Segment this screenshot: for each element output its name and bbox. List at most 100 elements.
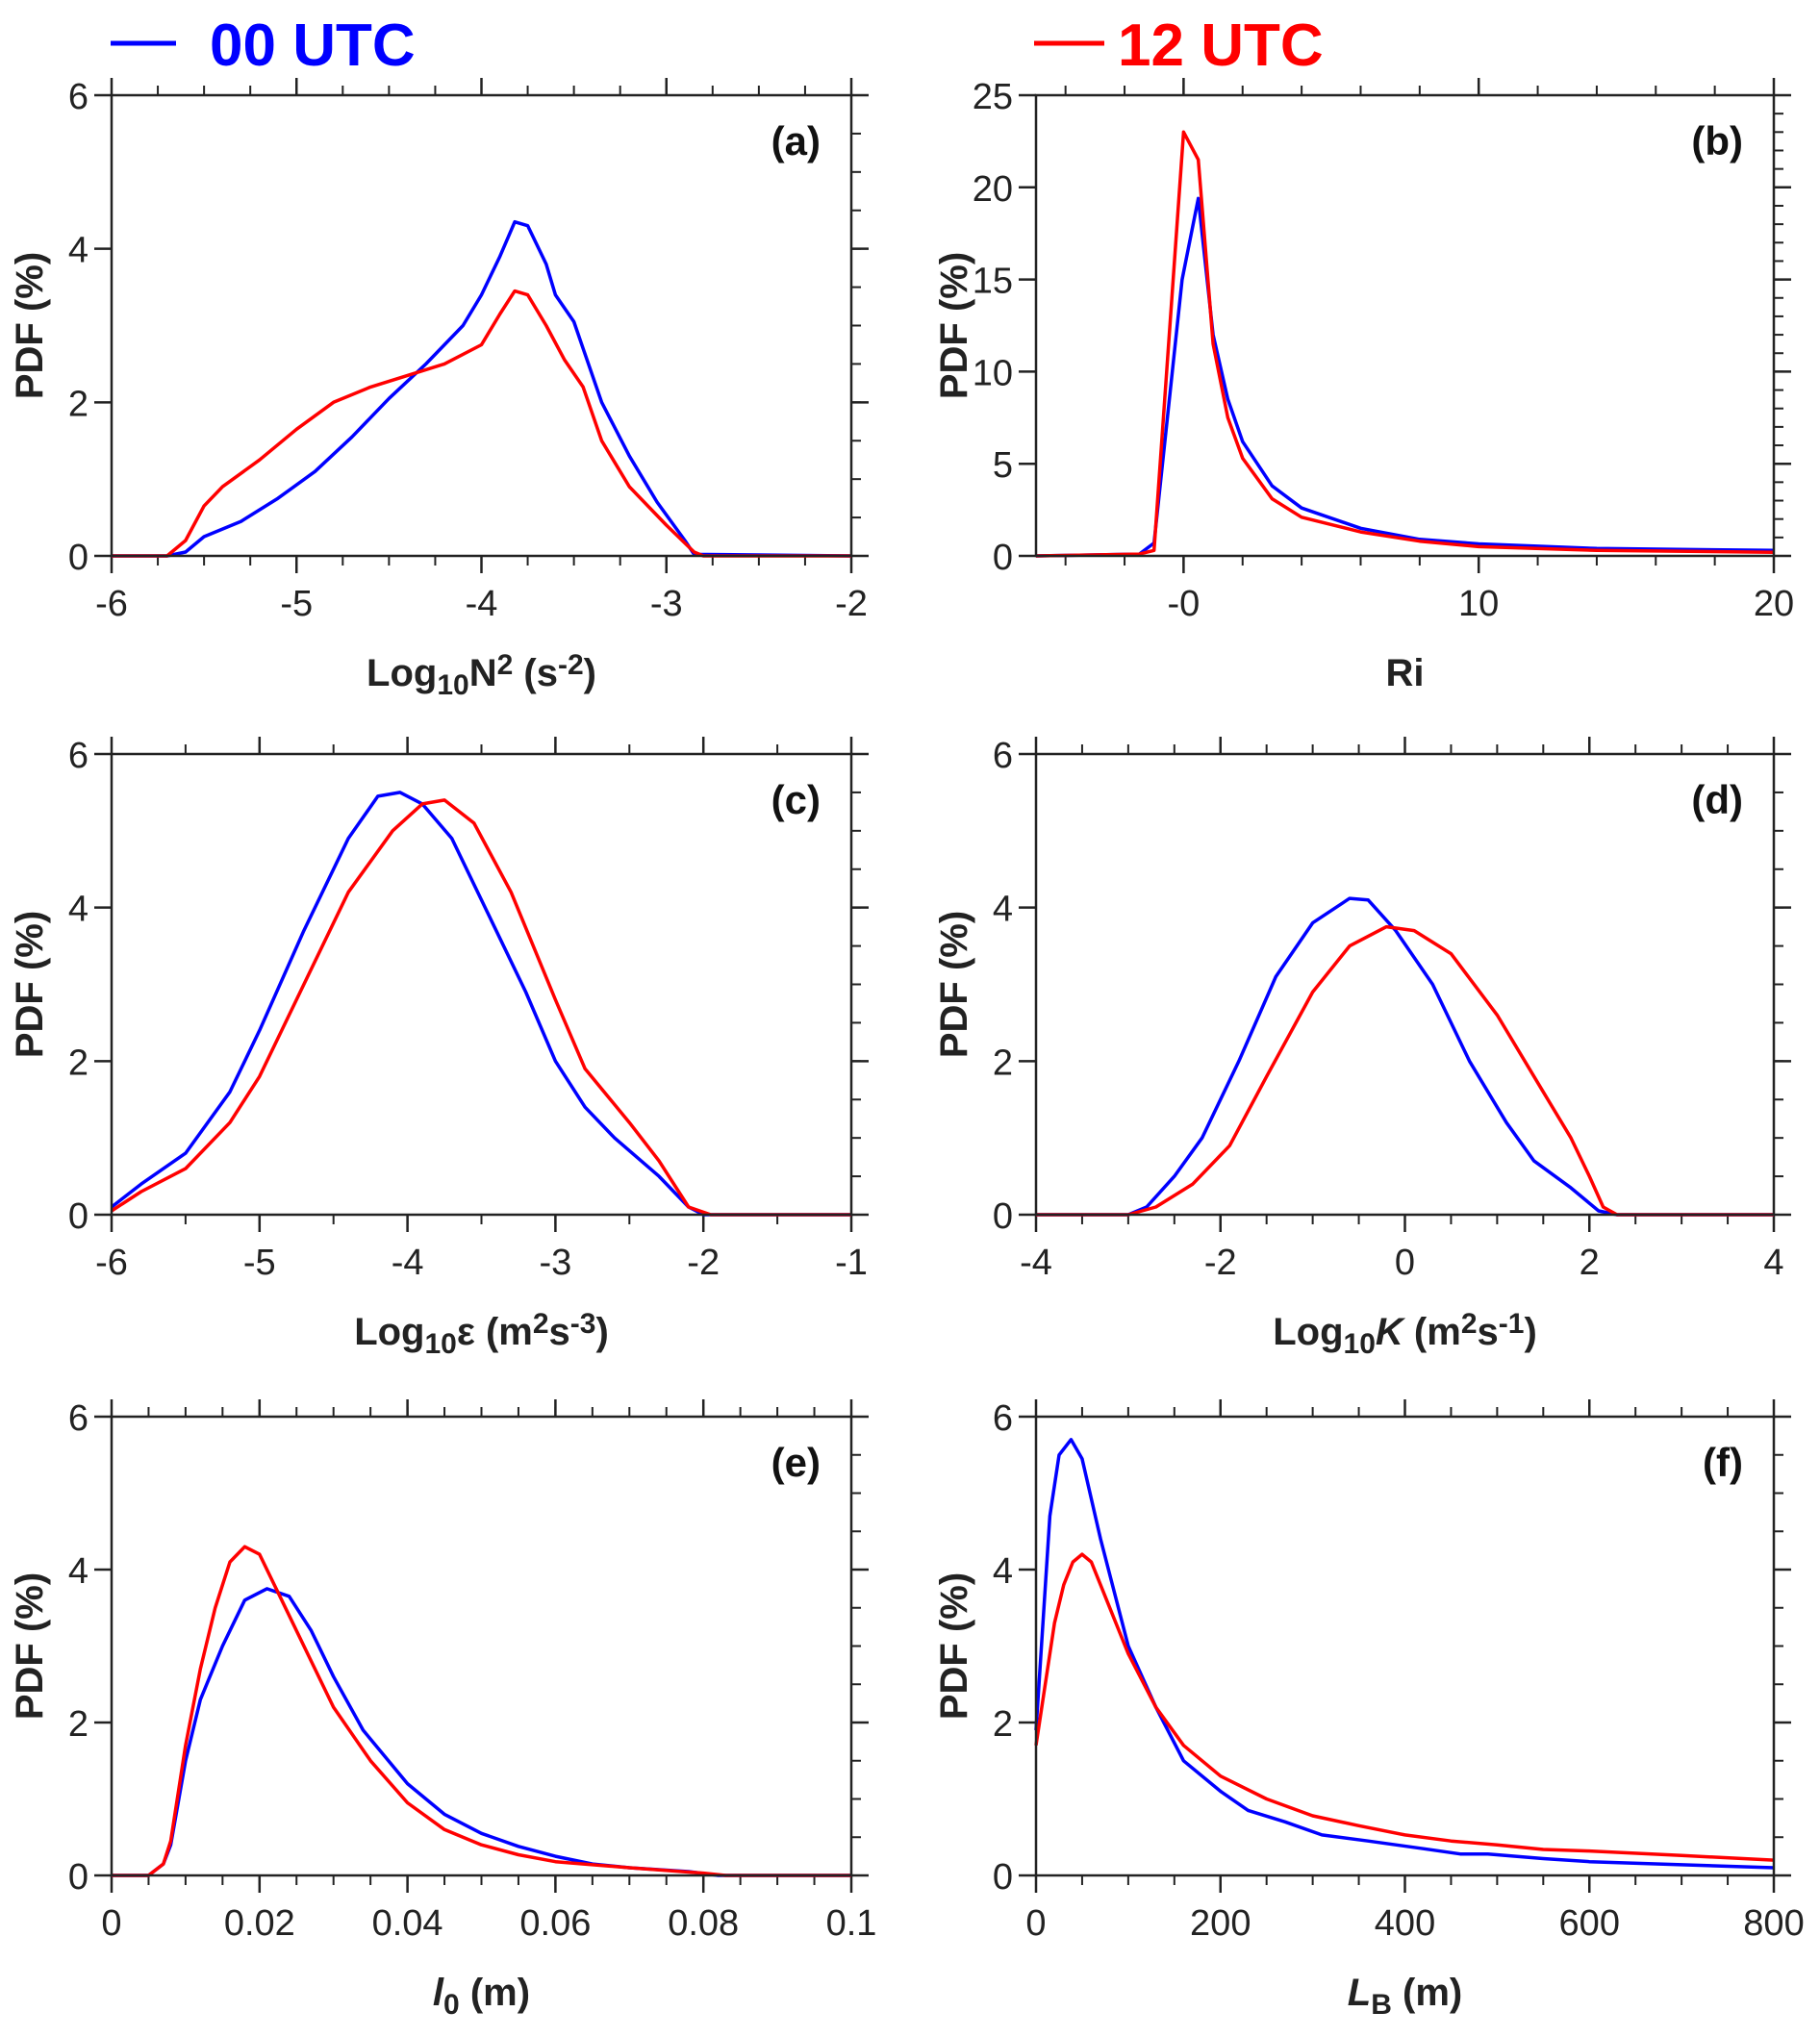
x-axis-label-part: 10	[1344, 1328, 1376, 1360]
x-axis-label-part: (m)	[1392, 1972, 1462, 2014]
y-tick-label: 6	[68, 1398, 88, 1439]
x-axis-label-part: 0	[443, 1989, 460, 2021]
x-axis-label: LB (m)	[1348, 1972, 1462, 2021]
x-axis-label-part: (m)	[460, 1972, 530, 2014]
x-axis-label-part: Ri	[1386, 652, 1425, 694]
series-line-00-utc	[1036, 896, 1774, 1217]
plot-frame	[110, 93, 853, 558]
panel-label: (f)	[1703, 1440, 1743, 1485]
x-axis-label-part: (m	[1403, 1311, 1461, 1353]
plot-frame	[110, 752, 853, 1217]
x-axis-label-part: )	[584, 652, 596, 694]
x-tick-label: -1	[835, 1243, 868, 1283]
x-axis-label-part: K	[1376, 1311, 1406, 1353]
x-tick-label: -6	[95, 1243, 128, 1283]
x-tick-label: 0	[101, 1903, 121, 1944]
y-tick-label: 4	[68, 890, 88, 930]
x-axis-label-part: l	[433, 1972, 444, 2014]
y-tick-label: 0	[68, 1857, 88, 1898]
y-tick-label: 4	[993, 1551, 1013, 1592]
x-tick-label: -5	[280, 584, 313, 624]
x-tick-label: 400	[1375, 1903, 1435, 1944]
y-tick-label: 0	[68, 538, 88, 578]
y-tick-label: 0	[993, 1196, 1013, 1237]
x-axis-label-part: ε (m	[457, 1311, 533, 1353]
plot-frame	[1034, 93, 1776, 558]
x-axis-label-part: -2	[558, 649, 584, 681]
x-tick-label: -3	[540, 1243, 572, 1283]
y-axis-label: PDF (%)	[933, 1572, 975, 1720]
series-line-12-utc	[1035, 130, 1775, 558]
x-tick-label: 4	[1763, 1243, 1783, 1283]
panel-f: 0 200 400 600 800 0 2 4 6 (f) PDF (%) LB (m)	[933, 1398, 1805, 2021]
x-tick-label: -4	[1020, 1243, 1052, 1283]
x-tick-label: -3	[650, 584, 683, 624]
x-axis-label: Log10N2 (s-2)	[367, 649, 596, 701]
x-tick-label: 0.02	[224, 1903, 295, 1944]
x-tick-label: -2	[835, 584, 868, 624]
x-tick-label: -2	[687, 1243, 720, 1283]
series-line-12-utc	[111, 798, 851, 1217]
x-tick-label: -6	[95, 584, 128, 624]
x-axis-label-part: s	[549, 1311, 570, 1353]
legend-label-12utc: 12 UTC	[1118, 13, 1324, 79]
x-tick-label: 0.04	[372, 1903, 443, 1944]
panel-label: (d)	[1691, 777, 1743, 822]
series-line-00-utc	[112, 219, 852, 558]
y-tick-label: 4	[68, 231, 88, 271]
y-tick-label: 20	[973, 169, 1013, 210]
x-tick-label: 0.1	[826, 1903, 877, 1944]
y-tick-label: 4	[68, 1551, 88, 1592]
y-tick-label: 2	[993, 1043, 1013, 1083]
x-tick-label: 0	[1025, 1903, 1046, 1944]
panel-label: (c)	[771, 777, 821, 822]
y-tick-label: 10	[973, 353, 1013, 393]
x-tick-label: -5	[243, 1243, 276, 1283]
x-axis-label-part: -1	[1499, 1308, 1525, 1340]
x-axis-label-part: 2	[1461, 1308, 1478, 1340]
x-tick-label: -2	[1204, 1243, 1237, 1283]
series-line-00-utc	[110, 791, 851, 1217]
x-axis-label-part: Log	[354, 1311, 424, 1353]
legend: 00 UTC 12 UTC	[111, 13, 1324, 79]
y-axis-label: PDF (%)	[9, 252, 51, 399]
series-line-12-utc	[1034, 1552, 1775, 1862]
series-line-12-utc	[112, 289, 851, 558]
x-tick-label: -4	[392, 1243, 424, 1283]
x-axis-label-part: 10	[437, 669, 468, 701]
x-axis-label-part: Log	[1273, 1311, 1343, 1353]
x-tick-label: 800	[1743, 1903, 1804, 1944]
x-tick-label: 10	[1458, 584, 1499, 624]
y-tick-label: 0	[993, 538, 1013, 578]
y-tick-label: 5	[993, 445, 1013, 486]
x-axis-label: Log10K (m2s-1)	[1273, 1308, 1537, 1360]
x-axis-label-part: (s	[513, 652, 558, 694]
y-tick-label: 2	[68, 384, 88, 424]
panel-label: (a)	[771, 118, 821, 163]
x-tick-label: 20	[1754, 584, 1794, 624]
panel-label: (b)	[1691, 118, 1743, 163]
y-axis-label: PDF (%)	[933, 911, 975, 1058]
series-line-12-utc	[1036, 924, 1774, 1217]
x-tick-label: 2	[1580, 1243, 1600, 1283]
x-axis-label-part: Log	[367, 652, 437, 694]
x-axis-label-part: )	[1524, 1311, 1536, 1353]
series-line-00-utc	[112, 1587, 851, 1877]
y-tick-label: 0	[993, 1857, 1013, 1898]
panel-b: -0 10 20 0 5 10 15 20 25 (b) PDF (%) Ri	[933, 77, 1794, 694]
y-tick-label: 25	[973, 77, 1013, 117]
x-axis-label-part: 10	[425, 1328, 457, 1360]
legend-label-00utc: 00 UTC	[210, 13, 416, 79]
y-tick-label: 2	[68, 1704, 88, 1745]
x-axis-label: Log10ε (m2s-3)	[354, 1308, 609, 1360]
x-axis-label-part: B	[1371, 1989, 1392, 2021]
y-axis-label: PDF (%)	[9, 911, 51, 1058]
y-axis-label: PDF (%)	[9, 1572, 51, 1720]
series-line-00-utc	[1034, 1438, 1775, 1870]
x-axis-label: l0 (m)	[433, 1972, 530, 2021]
x-tick-label: 0.06	[519, 1903, 591, 1944]
x-tick-label: 600	[1559, 1903, 1620, 1944]
